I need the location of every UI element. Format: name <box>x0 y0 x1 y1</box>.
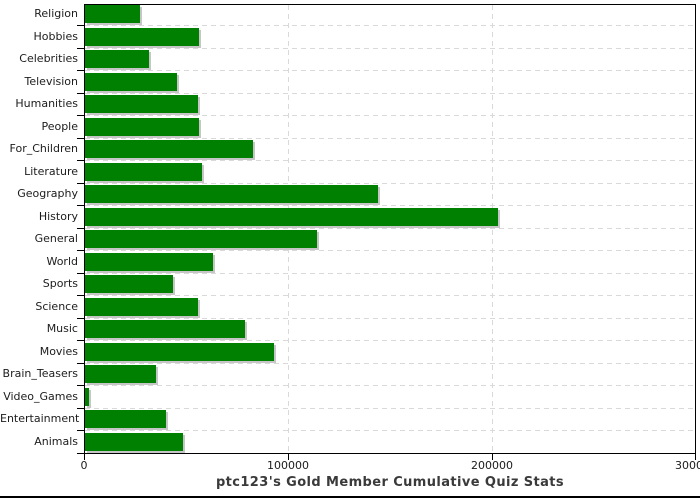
bar <box>85 433 183 451</box>
y-axis-tick <box>77 25 84 26</box>
y-axis-category-label: Sports <box>42 277 78 290</box>
vertical-gridline <box>492 5 493 453</box>
y-axis-tick <box>77 408 84 409</box>
horizontal-gridline <box>85 273 696 274</box>
bar <box>85 95 198 113</box>
horizontal-gridline <box>85 430 696 431</box>
y-axis-category-label: Entertainment <box>0 412 80 425</box>
bar <box>85 275 173 293</box>
bar <box>85 5 140 23</box>
page-bottom-border <box>0 496 700 498</box>
y-axis-category-label: Religion <box>34 7 78 20</box>
y-axis-category-label: Literature <box>24 165 78 178</box>
y-axis-category-label: Music <box>46 322 78 335</box>
horizontal-gridline <box>85 340 696 341</box>
y-axis-category-label: Geography <box>17 187 78 200</box>
y-axis-category-label: Television <box>24 75 79 88</box>
y-axis-category-label: People <box>41 120 78 133</box>
bar <box>85 50 149 68</box>
y-axis-category-label: General <box>34 232 78 245</box>
y-axis-category-label: Science <box>35 300 78 313</box>
horizontal-gridline <box>85 295 696 296</box>
y-axis-tick <box>77 385 84 386</box>
y-axis-tick <box>77 138 84 139</box>
horizontal-gridline <box>85 183 696 184</box>
x-axis-tick-label: 100000 <box>267 459 309 472</box>
bar <box>85 320 245 338</box>
bar <box>85 163 202 181</box>
bar <box>85 230 317 248</box>
x-axis-tick <box>84 454 85 460</box>
y-axis-tick <box>77 295 84 296</box>
y-axis-tick <box>77 205 84 206</box>
bar <box>85 185 378 203</box>
x-axis-tick <box>288 454 289 460</box>
y-axis-tick <box>77 183 84 184</box>
y-axis-category-label: World <box>46 255 78 268</box>
x-axis-tick-label: 200000 <box>471 459 513 472</box>
y-axis-tick <box>77 160 84 161</box>
horizontal-gridline <box>85 205 696 206</box>
y-axis-tick <box>77 430 84 431</box>
horizontal-gridline <box>85 250 696 251</box>
x-axis-tick <box>492 454 493 460</box>
bar <box>85 298 198 316</box>
horizontal-gridline <box>85 160 696 161</box>
y-axis-category-label: Brain_Teasers <box>2 367 78 380</box>
y-axis-category-label: Movies <box>39 345 78 358</box>
bar <box>85 140 253 158</box>
x-axis-tick-label: 0 <box>80 459 88 472</box>
horizontal-gridline <box>85 318 696 319</box>
horizontal-gridline <box>85 115 696 116</box>
bar <box>85 28 199 46</box>
horizontal-gridline <box>85 70 696 71</box>
x-axis-tick-label: 300000 <box>675 459 700 472</box>
bar <box>85 208 498 226</box>
horizontal-gridline <box>85 93 696 94</box>
horizontal-gridline <box>85 138 696 139</box>
plot-border <box>84 4 696 454</box>
y-axis-category-label: Video_Games <box>3 390 78 403</box>
y-axis-tick <box>77 70 84 71</box>
y-axis-category-label: Hobbies <box>33 30 78 43</box>
horizontal-gridline <box>85 453 696 454</box>
horizontal-gridline <box>85 385 696 386</box>
bar <box>85 410 166 428</box>
y-axis-tick <box>77 228 84 229</box>
horizontal-gridline <box>85 228 696 229</box>
x-axis-tick <box>695 454 696 460</box>
bar <box>85 388 89 406</box>
y-axis-category-label: Celebrities <box>19 52 78 65</box>
y-axis-tick <box>77 250 84 251</box>
y-axis-tick <box>77 318 84 319</box>
bar <box>85 118 199 136</box>
bar <box>85 73 177 91</box>
y-axis-tick <box>77 363 84 364</box>
y-axis-category-label: For_Children <box>9 142 78 155</box>
vertical-gridline <box>288 5 289 453</box>
y-axis-tick <box>77 93 84 94</box>
y-axis-tick <box>77 48 84 49</box>
chart-title: ptc123's Gold Member Cumulative Quiz Sta… <box>215 475 565 490</box>
y-axis-category-label: Animals <box>34 435 78 448</box>
horizontal-gridline <box>85 408 696 409</box>
y-axis-tick <box>77 115 84 116</box>
y-axis-category-label: History <box>38 210 78 223</box>
horizontal-gridline <box>85 48 696 49</box>
y-axis-tick <box>77 340 84 341</box>
y-axis-tick <box>77 273 84 274</box>
bar <box>85 253 213 271</box>
y-axis-category-label: Humanities <box>15 97 78 110</box>
bar <box>85 365 156 383</box>
horizontal-gridline <box>85 25 696 26</box>
y-axis-tick <box>77 453 84 454</box>
horizontal-gridline <box>85 363 696 364</box>
bar <box>85 343 274 361</box>
